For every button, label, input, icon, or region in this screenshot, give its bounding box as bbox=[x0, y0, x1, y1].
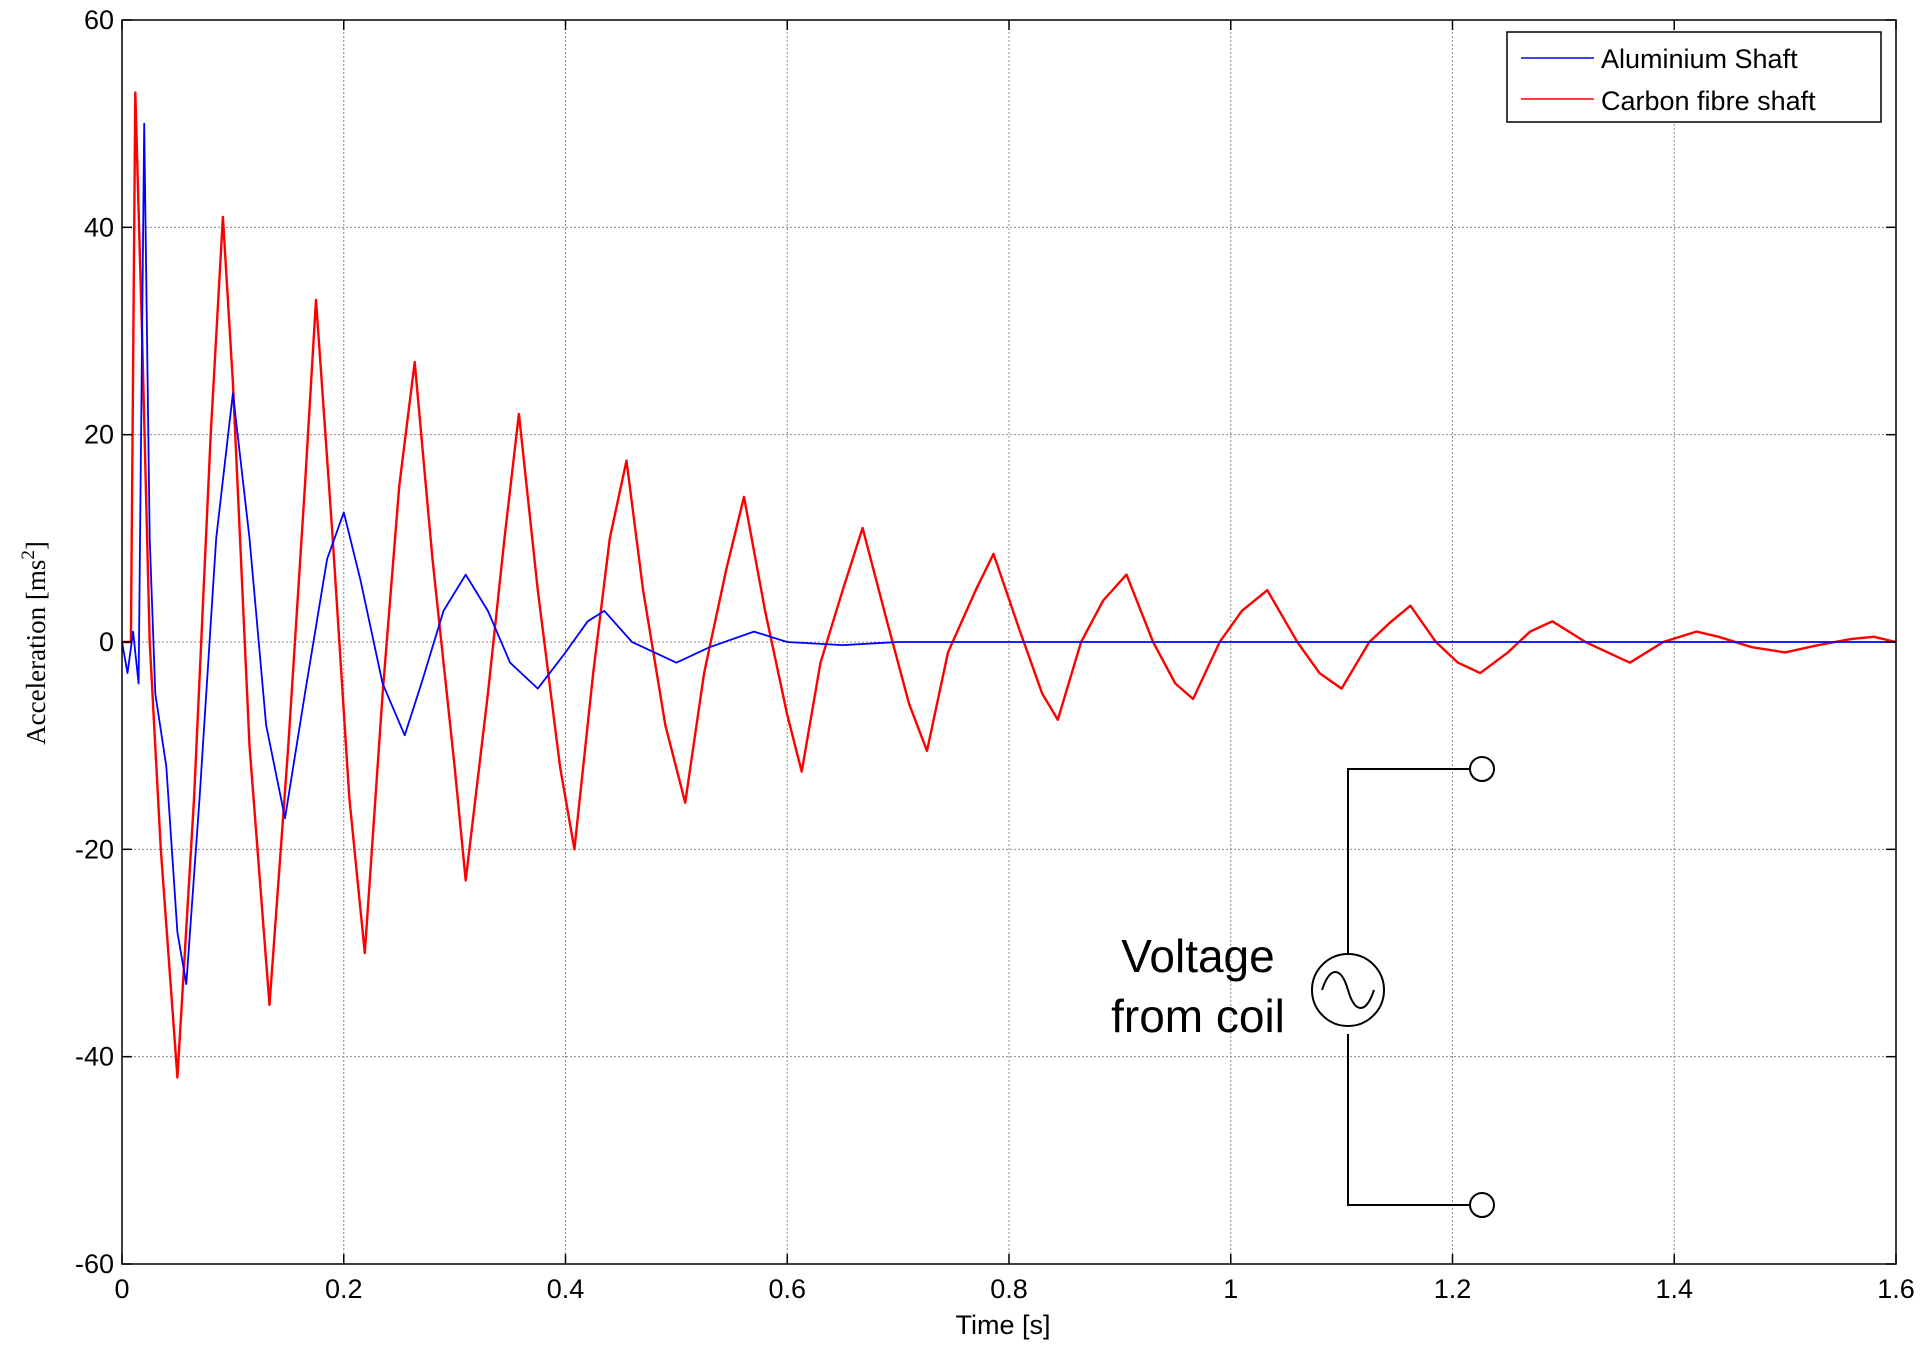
legend-label-carbon: Carbon fibre shaft bbox=[1601, 86, 1816, 116]
y-tick-labels: -60 -40 -20 0 20 40 60 bbox=[75, 5, 114, 1279]
y-tick-label: -20 bbox=[75, 834, 114, 864]
series-layer bbox=[121, 91, 1897, 1079]
y-tick-label: 60 bbox=[84, 5, 114, 35]
circuit-wire-top bbox=[1347, 768, 1480, 954]
x-axis-label: Time [s] bbox=[955, 1310, 1050, 1340]
terminal-top bbox=[1469, 756, 1495, 782]
y-tick-label: -60 bbox=[75, 1249, 114, 1279]
circuit-wire-bottom bbox=[1347, 1034, 1480, 1206]
ac-sine-icon bbox=[1321, 971, 1375, 1009]
x-tick-labels: 0 0.2 0.4 0.6 0.8 1 1.2 1.4 1.6 bbox=[114, 1274, 1914, 1304]
y-axis-label-main: Acceleration [ms bbox=[21, 560, 51, 745]
x-tick-label: 1.2 bbox=[1434, 1274, 1472, 1304]
y-axis-label-close: ] bbox=[21, 541, 51, 550]
y-axis-label: Acceleration [ms2] bbox=[18, 541, 51, 745]
x-tick-label: 0.8 bbox=[990, 1274, 1028, 1304]
legend-label-aluminium: Aluminium Shaft bbox=[1601, 44, 1798, 74]
y-tick-label: -40 bbox=[75, 1042, 114, 1072]
x-tick-label: 0.2 bbox=[325, 1274, 363, 1304]
annotation-line-1: Voltage bbox=[1121, 930, 1274, 982]
y-tick-label: 0 bbox=[99, 627, 114, 657]
legend-box bbox=[1506, 31, 1882, 123]
series-line-1 bbox=[122, 91, 1897, 1079]
axis-ticks bbox=[121, 19, 1897, 1265]
x-tick-label: 0 bbox=[114, 1274, 129, 1304]
legend: Aluminium Shaft Carbon fibre shaft bbox=[1506, 31, 1882, 123]
x-tick-label: 0.4 bbox=[547, 1274, 585, 1304]
x-tick-label: 1 bbox=[1223, 1274, 1238, 1304]
x-tick-label: 0.6 bbox=[768, 1274, 806, 1304]
x-tick-label: 1.4 bbox=[1655, 1274, 1693, 1304]
y-tick-label: 20 bbox=[84, 420, 114, 450]
annotation-line-2: from coil bbox=[1111, 990, 1285, 1042]
y-tick-label: 40 bbox=[84, 212, 114, 242]
y-axis-label-superscript: 2 bbox=[18, 550, 39, 560]
x-tick-label: 1.6 bbox=[1877, 1274, 1915, 1304]
voltage-source-annotation: Voltage from coil bbox=[1111, 756, 1495, 1218]
series-line-0 bbox=[121, 122, 1896, 985]
terminal-bottom bbox=[1469, 1192, 1495, 1218]
